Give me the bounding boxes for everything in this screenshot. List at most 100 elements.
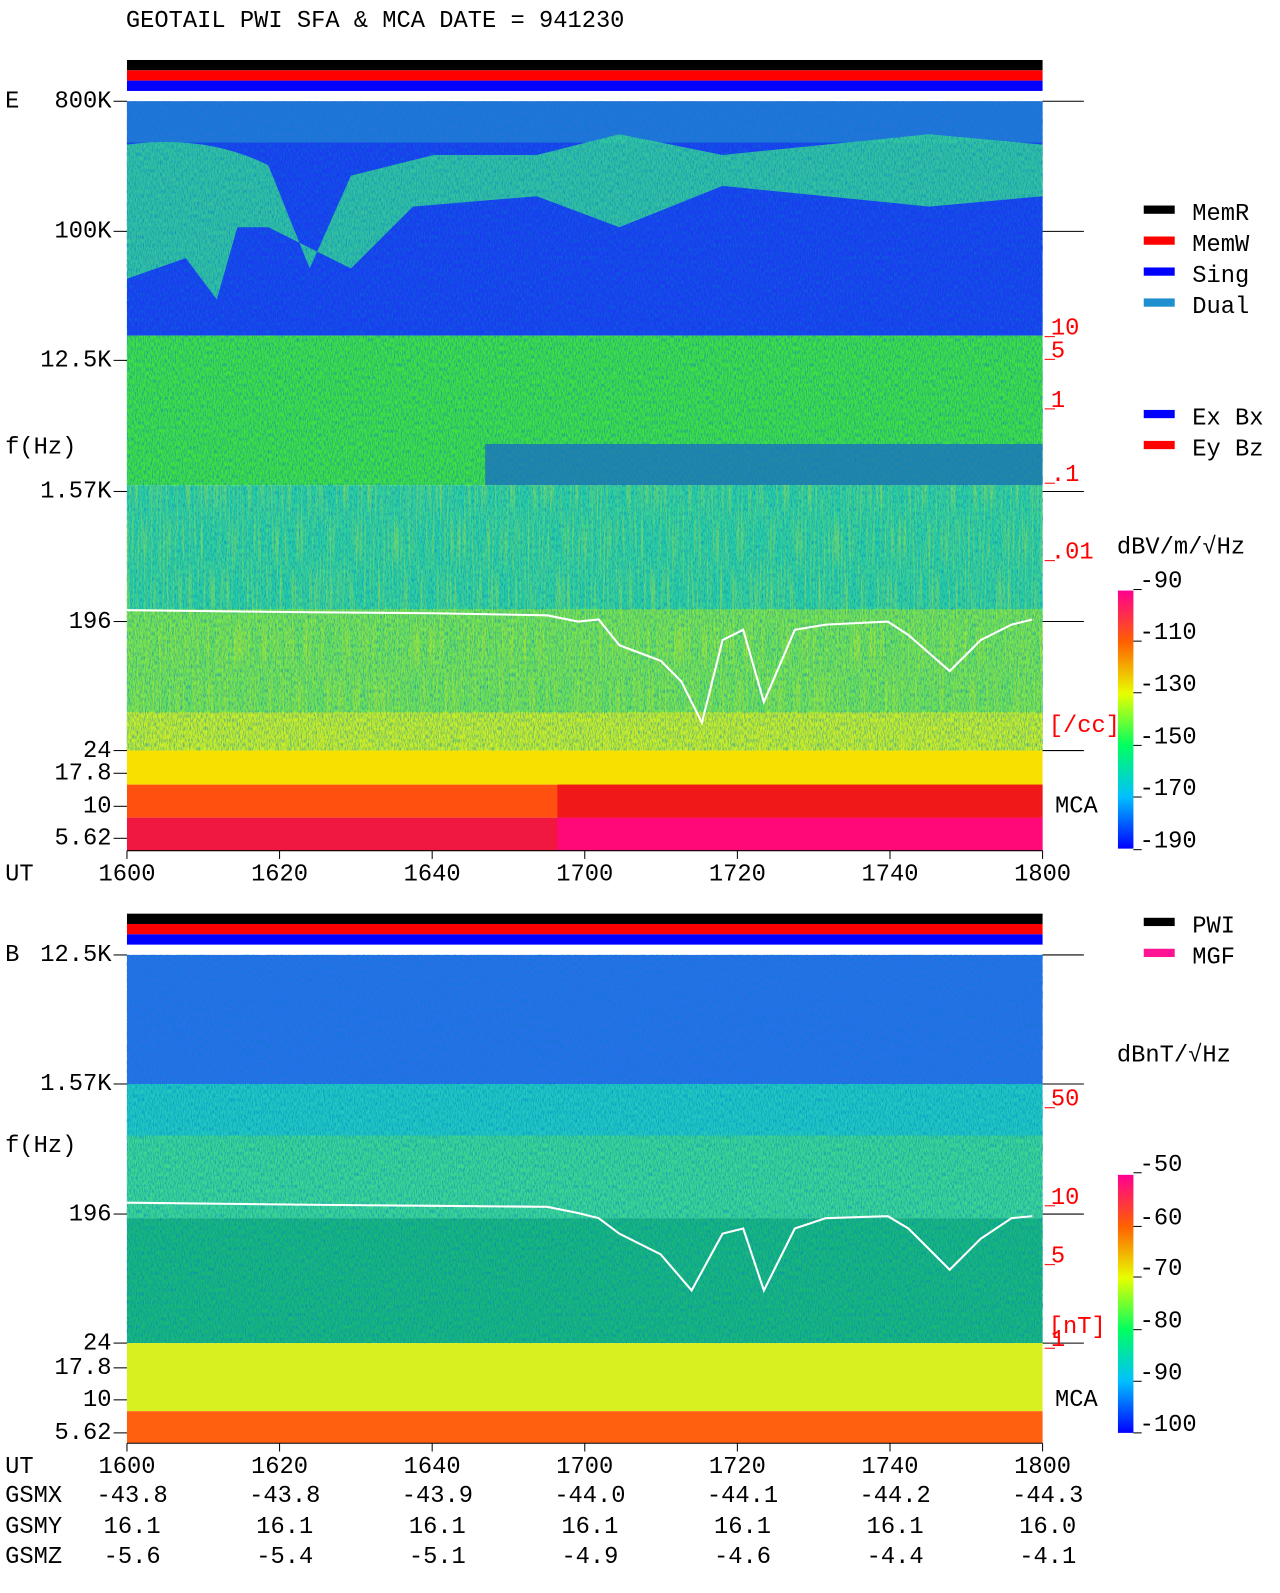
y-tick-label: 17.8 bbox=[54, 761, 111, 788]
x-tick-label: 1640 bbox=[404, 1454, 461, 1481]
colorbar-tick-label: -90 bbox=[1140, 569, 1183, 596]
density-label: 10 bbox=[1051, 316, 1080, 343]
orbit-value: -4.1 bbox=[1019, 1544, 1076, 1571]
component-label: E bbox=[5, 89, 19, 116]
y-tick-label: 5.62 bbox=[54, 1420, 111, 1447]
density-label: 10 bbox=[1051, 1185, 1080, 1212]
spectrogram-noise bbox=[126, 485, 1043, 751]
y-tick-label: 12.5K bbox=[40, 348, 112, 375]
colorbar-tick-label: -70 bbox=[1140, 1256, 1183, 1283]
orbit-label: GSMZ bbox=[5, 1544, 62, 1571]
orbit-value: -43.8 bbox=[249, 1483, 320, 1510]
component-label: B bbox=[5, 942, 19, 969]
legend-label: Dual bbox=[1192, 294, 1249, 321]
orbit-value: -4.9 bbox=[561, 1544, 618, 1571]
colorbar-tick-label: -190 bbox=[1140, 829, 1197, 856]
density-label: 50 bbox=[1051, 1087, 1080, 1114]
y-axis-label: f(Hz) bbox=[5, 1133, 76, 1160]
y-tick-label: 17.8 bbox=[54, 1355, 111, 1382]
legend-swatch bbox=[1143, 267, 1175, 276]
title: GEOTAIL PWI SFA & MCA DATE = 941230 bbox=[126, 8, 625, 35]
legend-swatch bbox=[1143, 948, 1175, 958]
y-tick-label: 12.5K bbox=[40, 942, 112, 969]
colorbar bbox=[1117, 1174, 1134, 1433]
orbit-value: -5.6 bbox=[104, 1544, 161, 1571]
colorbar-tick-label: -50 bbox=[1140, 1152, 1183, 1179]
x-tick-label: 1720 bbox=[709, 862, 766, 889]
status-bar bbox=[126, 80, 1043, 91]
x-tick-label: 1740 bbox=[861, 1454, 918, 1481]
orbit-value: -5.4 bbox=[256, 1544, 313, 1571]
status-bar bbox=[126, 59, 1043, 71]
y-tick-label: 5.62 bbox=[54, 826, 111, 853]
x-tick-label: 1800 bbox=[1014, 1454, 1071, 1481]
density-label: 1 bbox=[1051, 388, 1065, 415]
x-tick-label: 1640 bbox=[404, 862, 461, 889]
density-label: 1 bbox=[1051, 1327, 1065, 1354]
legend-label: MGF bbox=[1192, 944, 1235, 971]
mca-band bbox=[126, 1343, 1043, 1412]
density-label: .01 bbox=[1051, 540, 1094, 567]
y-tick-label: 1.57K bbox=[40, 1071, 112, 1098]
orbit-value: 16.1 bbox=[714, 1514, 771, 1541]
colorbar-unit: dBnT/√Hz bbox=[1117, 1042, 1231, 1069]
x-tick-label: 1700 bbox=[556, 862, 613, 889]
colorbar-tick-label: -150 bbox=[1140, 724, 1197, 751]
orbit-value: -4.4 bbox=[867, 1544, 924, 1571]
x-axis-label: UT bbox=[5, 1454, 34, 1481]
colorbar-tick-label: -100 bbox=[1140, 1412, 1197, 1439]
x-tick-label: 1740 bbox=[861, 862, 918, 889]
x-tick-label: 1700 bbox=[556, 1454, 613, 1481]
status-bar bbox=[126, 913, 1043, 924]
orbit-label: GSMX bbox=[5, 1483, 62, 1510]
y-tick-label: 800K bbox=[54, 89, 112, 116]
orbit-label: GSMY bbox=[5, 1514, 62, 1541]
legend-swatch bbox=[1143, 205, 1175, 214]
status-bar bbox=[126, 934, 1043, 945]
orbit-value: -44.1 bbox=[707, 1483, 778, 1510]
x-tick-label: 1600 bbox=[98, 1454, 155, 1481]
spectrogram-noise bbox=[126, 954, 1043, 1344]
orbit-value: 16.1 bbox=[867, 1514, 924, 1541]
colorbar-tick-label: -80 bbox=[1140, 1309, 1183, 1336]
legend-label: PWI bbox=[1192, 913, 1235, 940]
legend-swatch bbox=[1143, 236, 1175, 245]
colorbar-tick-label: -110 bbox=[1140, 620, 1197, 647]
orbit-value: -4.6 bbox=[714, 1544, 771, 1571]
x-tick-label: 1600 bbox=[98, 862, 155, 889]
x-axis-label: UT bbox=[5, 862, 34, 889]
y-tick-label: 10 bbox=[83, 1387, 112, 1414]
orbit-value: 16.1 bbox=[409, 1514, 466, 1541]
mca-label: MCA bbox=[1055, 1387, 1098, 1414]
orbit-value: -44.2 bbox=[860, 1483, 931, 1510]
mca-band bbox=[557, 817, 1043, 851]
density-label: 5 bbox=[1051, 338, 1065, 365]
mca-band bbox=[557, 784, 1043, 818]
y-tick-label: 196 bbox=[69, 609, 112, 636]
legend-swatch bbox=[1143, 298, 1175, 307]
density-label: 5 bbox=[1051, 1244, 1065, 1271]
x-tick-label: 1620 bbox=[251, 862, 308, 889]
orbit-value: -43.9 bbox=[402, 1483, 473, 1510]
y-tick-label: 24 bbox=[83, 738, 112, 765]
legend-swatch bbox=[1143, 917, 1175, 927]
y-axis-label: f(Hz) bbox=[5, 434, 76, 461]
legend-label: Ey Bz bbox=[1192, 436, 1263, 463]
colorbar-tick-label: -90 bbox=[1140, 1360, 1183, 1387]
orbit-value: -44.3 bbox=[1012, 1483, 1083, 1510]
colorbar-tick-label: -170 bbox=[1140, 776, 1197, 803]
y-tick-label: 10 bbox=[83, 794, 112, 821]
status-bar bbox=[126, 70, 1043, 81]
colorbar-unit: dBV/m/√Hz bbox=[1117, 534, 1245, 561]
legend-label: Ex Bx bbox=[1192, 405, 1263, 432]
y-tick-label: 100K bbox=[54, 219, 112, 246]
orbit-value: 16.1 bbox=[256, 1514, 313, 1541]
orbit-value: 16.0 bbox=[1019, 1514, 1076, 1541]
colorbar-tick-label: -60 bbox=[1140, 1205, 1183, 1232]
y-tick-label: 1.57K bbox=[40, 479, 112, 506]
colorbar-tick-label: -130 bbox=[1140, 672, 1197, 699]
legend-label: MemW bbox=[1192, 232, 1250, 259]
